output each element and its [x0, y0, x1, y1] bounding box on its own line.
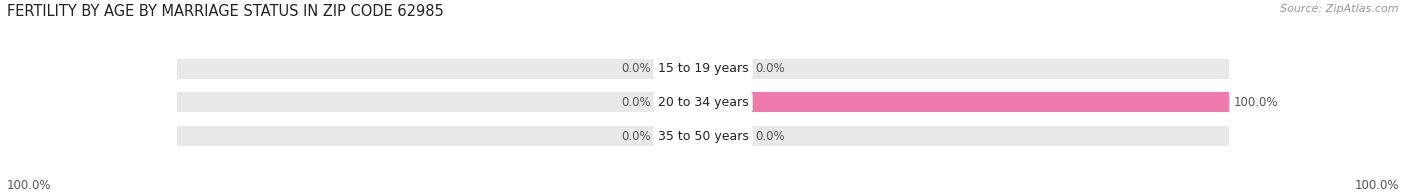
Bar [661, 59, 703, 79]
Text: 100.0%: 100.0% [7, 179, 52, 192]
Bar [703, 59, 730, 79]
Text: 35 to 50 years: 35 to 50 years [658, 130, 748, 142]
Text: 0.0%: 0.0% [621, 62, 651, 75]
Text: 0.0%: 0.0% [621, 130, 651, 142]
Text: 100.0%: 100.0% [1234, 96, 1278, 109]
Text: 15 to 19 years: 15 to 19 years [658, 62, 748, 75]
Text: FERTILITY BY AGE BY MARRIAGE STATUS IN ZIP CODE 62985: FERTILITY BY AGE BY MARRIAGE STATUS IN Z… [7, 4, 444, 19]
Text: 20 to 34 years: 20 to 34 years [658, 96, 748, 109]
Bar [661, 126, 703, 146]
Text: Source: ZipAtlas.com: Source: ZipAtlas.com [1281, 4, 1399, 14]
Text: 0.0%: 0.0% [755, 130, 785, 142]
Text: 0.0%: 0.0% [755, 62, 785, 75]
Bar [177, 92, 1229, 113]
Text: 100.0%: 100.0% [1354, 179, 1399, 192]
Bar [661, 92, 703, 113]
Text: 0.0%: 0.0% [621, 96, 651, 109]
Bar [703, 126, 730, 146]
Bar [177, 126, 1229, 146]
Bar [177, 59, 1229, 79]
Bar [703, 92, 1229, 113]
